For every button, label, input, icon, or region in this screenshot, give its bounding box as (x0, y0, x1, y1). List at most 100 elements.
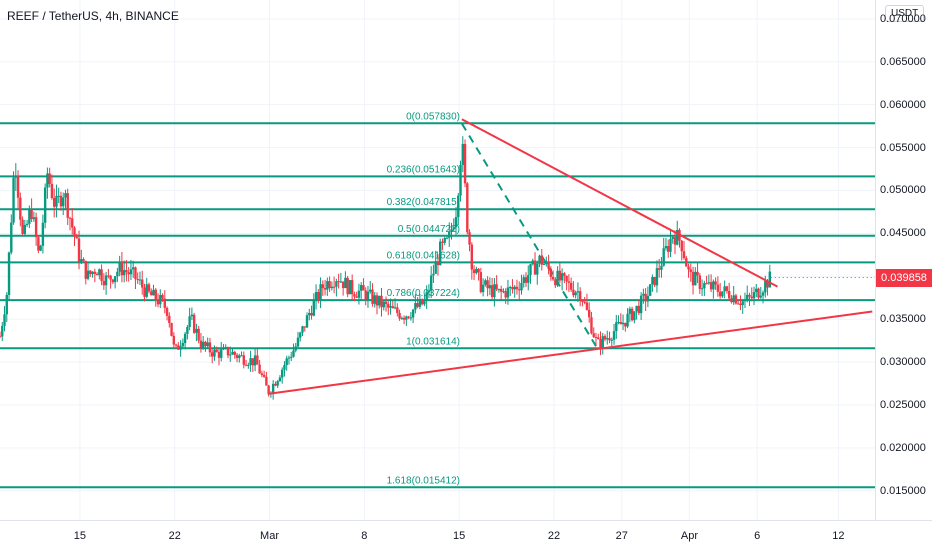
fib-level-label: 0.236(0.051643) (387, 164, 460, 175)
candle-down (77, 238, 81, 262)
candle-up (222, 347, 225, 350)
candle-down (402, 317, 406, 320)
candle-down (267, 385, 270, 395)
candle-up (378, 295, 381, 306)
candle-up (405, 316, 408, 320)
candle-down (380, 295, 383, 308)
candle-down (71, 218, 74, 228)
candle-up (700, 288, 704, 290)
candle-down (585, 302, 589, 310)
candle-down (716, 284, 720, 292)
candle-down (127, 272, 130, 275)
candle-up (280, 369, 284, 378)
candle-down (84, 260, 87, 279)
candle-up (764, 280, 767, 293)
candle-up (606, 338, 609, 340)
candle-up (278, 377, 282, 382)
candle-up (240, 355, 243, 357)
candle-down (136, 279, 139, 281)
candle-up (296, 337, 300, 347)
candle-up (664, 246, 668, 249)
candle-down (396, 307, 399, 313)
candle-up (488, 285, 492, 289)
candle-up (290, 356, 293, 358)
trendlines (268, 118, 875, 395)
candle-up (414, 303, 417, 310)
candle-down (739, 303, 742, 306)
fib-level-label: 0.618(0.041628) (387, 250, 460, 261)
candle-up (271, 383, 275, 393)
candle-down (134, 267, 137, 280)
candle-down (156, 300, 160, 305)
candle-up (188, 316, 191, 327)
fib-level-label: 1.618(0.015412) (387, 475, 460, 486)
candle-up (23, 225, 27, 234)
candle-down (177, 345, 180, 350)
candle-down (490, 285, 494, 298)
candle-up (382, 301, 385, 308)
candle-up (502, 291, 505, 293)
candle-down (653, 276, 656, 286)
candle-up (601, 336, 604, 348)
time-axis-border (0, 520, 932, 521)
candle-up (62, 197, 65, 207)
candle-up (545, 261, 548, 264)
candle-up (308, 312, 311, 316)
candle-up (628, 308, 632, 314)
price-tick-label: 0.050000 (880, 184, 926, 197)
candle-down (578, 291, 582, 301)
fib-retracement: 0(0.057830) 0.236(0.051643) 0.382(0.047815… (0, 111, 875, 489)
currency-button[interactable]: USDT (885, 5, 925, 22)
candle-up (703, 283, 706, 289)
candle-down (68, 217, 72, 219)
candle-down (563, 273, 566, 276)
candle-down (100, 269, 103, 281)
candle-down (766, 280, 769, 288)
candle-up (432, 273, 435, 276)
candle-down (624, 322, 627, 327)
candle-up (475, 268, 478, 274)
candle-down (705, 283, 708, 285)
candle-up (224, 347, 227, 349)
candle-up (493, 284, 496, 298)
candle-down (102, 280, 106, 286)
candle-up (3, 314, 6, 326)
time-tick-label: 27 (615, 530, 628, 542)
candle-down (472, 269, 476, 274)
candle-down (350, 280, 354, 295)
time-tick-label: Apr (680, 530, 698, 542)
candle-up (299, 332, 302, 338)
candle-up (635, 305, 638, 312)
candle-down (533, 260, 537, 275)
candle-down (233, 351, 236, 355)
candle-up (152, 289, 155, 296)
candle-down (251, 358, 255, 366)
candle-down (95, 273, 99, 276)
candle-down (572, 289, 575, 296)
candle-up (694, 271, 697, 286)
candle-up (612, 331, 616, 340)
candle-up (560, 273, 564, 281)
candle-down (143, 287, 146, 297)
candle-down (619, 322, 623, 325)
candle-down (165, 307, 169, 316)
candle-down (599, 339, 602, 348)
fib-level-label: 0(0.057830) (406, 111, 460, 122)
candle-up (118, 261, 121, 272)
symbol-title[interactable]: REEF / TetherUS, 4h, BINANCE (7, 9, 179, 23)
candle-up (104, 275, 108, 286)
candle-up (454, 217, 458, 228)
candle-up (206, 342, 209, 347)
candle-up (357, 290, 361, 298)
candle-down (714, 281, 717, 285)
candle-up (122, 270, 126, 276)
price-axis-border (875, 0, 876, 520)
candle-up (25, 223, 29, 226)
candle-up (314, 292, 318, 301)
candle-down (757, 288, 760, 298)
candle-down (274, 383, 277, 386)
candle-up (522, 277, 525, 284)
candle-down (111, 279, 115, 283)
